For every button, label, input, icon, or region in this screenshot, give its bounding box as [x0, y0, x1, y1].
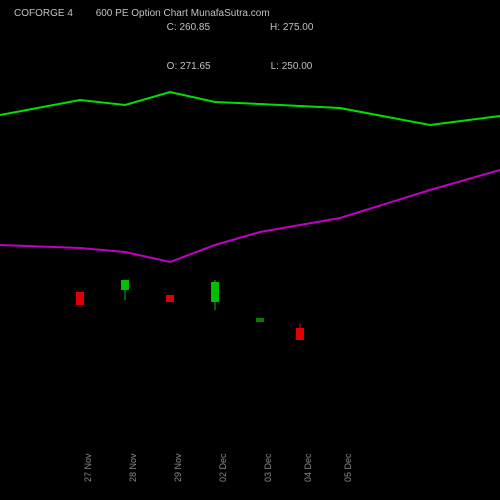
- x-axis-label: 05 Dec: [343, 453, 353, 482]
- candle-body: [211, 282, 219, 302]
- x-axis-label: 28 Nov: [128, 453, 138, 482]
- x-axis-label: 27 Nov: [83, 453, 93, 482]
- x-axis-label: 29 Nov: [173, 453, 183, 482]
- x-axis-label: 04 Dec: [303, 453, 313, 482]
- candle-body: [76, 292, 84, 305]
- x-axis-label: 02 Dec: [218, 453, 228, 482]
- x-axis-label: 03 Dec: [263, 453, 273, 482]
- candle-body: [121, 280, 129, 290]
- lower-line-series: [0, 170, 500, 262]
- symbol-text: COFORGE 4: [14, 8, 73, 19]
- candle-body: [166, 295, 174, 302]
- upper-line-series: [0, 92, 500, 125]
- chart-area: [0, 30, 500, 430]
- candle-body: [256, 318, 264, 322]
- chart-svg: [0, 30, 500, 430]
- x-axis: 27 Nov 28 Nov 29 Nov 02 Dec 03 Dec 04 Dec 05 D…: [0, 430, 500, 500]
- candle-body: [296, 328, 304, 340]
